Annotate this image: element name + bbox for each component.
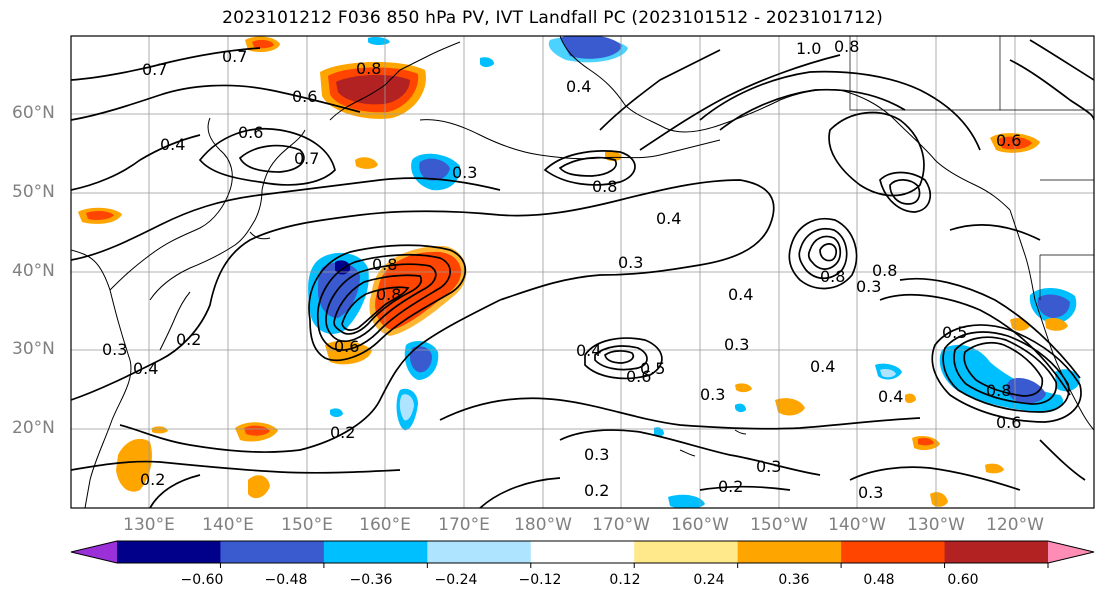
lon-label: 120°W xyxy=(986,515,1044,535)
contour-label: 0.4 xyxy=(810,357,835,376)
contour-label: 0.8 xyxy=(986,381,1011,400)
graticule xyxy=(71,36,1094,508)
aleutians xyxy=(419,119,721,160)
contour-label: 0.4 xyxy=(728,285,753,304)
contour-label: 0.8 xyxy=(376,285,401,304)
contour-label: 0.3 xyxy=(756,457,781,476)
coastlines xyxy=(71,36,1094,508)
colorbar-tick-label: 0.12 xyxy=(609,572,641,588)
colorbar-tick-label: −0.48 xyxy=(264,572,308,588)
contour-label: 0.6 xyxy=(238,123,263,142)
colorbar-tick-label: 0.36 xyxy=(778,572,810,588)
map-title: 2023101212 F036 850 hPa PV, IVT Landfall… xyxy=(222,8,883,28)
contour-label: 0.4 xyxy=(656,209,681,228)
contour-label: 0.3 xyxy=(584,445,609,464)
japan-coast xyxy=(149,189,263,301)
lon-label: 160°W xyxy=(671,515,729,535)
contour-label: 0.2 xyxy=(718,477,743,496)
na-coast xyxy=(1009,209,1094,431)
lon-label: 170°W xyxy=(592,515,650,535)
contour-label: 1.0 xyxy=(796,39,821,58)
contour-label: 0.3 xyxy=(858,483,883,502)
contour-label: 0.2 xyxy=(584,481,609,500)
lon-label: 140°W xyxy=(828,515,886,535)
colorbar-extend-max xyxy=(1048,541,1094,563)
contour-label: 0.8 xyxy=(592,177,617,196)
contour-label: 0.7 xyxy=(222,47,247,66)
contour-label: 0.8 xyxy=(820,267,845,286)
lat-label: 40°N xyxy=(12,261,55,281)
contour-label: 0.8 xyxy=(872,261,897,280)
lon-label: 160°E xyxy=(359,515,411,535)
colorbar-segment xyxy=(427,541,532,563)
contour-label: 0.5 xyxy=(942,323,967,342)
colorbar-segment xyxy=(944,541,1049,563)
lat-label: 30°N xyxy=(12,339,55,359)
contour-label: 0.6 xyxy=(292,87,317,106)
contour-label: 0.6 xyxy=(626,367,651,386)
colorbar-tick-label: 0.24 xyxy=(693,572,725,588)
lat-label: 20°N xyxy=(12,418,55,438)
contour-label: 0.2 xyxy=(176,330,201,349)
contour-label: 0.3 xyxy=(856,277,881,296)
colorbar-segment xyxy=(737,541,842,563)
contour-label: 0.3 xyxy=(452,163,477,182)
lon-label: 180°W xyxy=(514,515,572,535)
colorbar-tick-label: −0.12 xyxy=(518,572,562,588)
map-frame xyxy=(70,35,1095,509)
lon-label: 150°E xyxy=(281,515,333,535)
lon-label: 170°E xyxy=(438,515,490,535)
colorbar xyxy=(70,540,1095,568)
pv-contours xyxy=(71,39,1094,508)
lat-label: 60°N xyxy=(12,103,55,123)
colorbar-segment xyxy=(323,541,428,563)
contour-label: 0.7 xyxy=(142,60,167,79)
colorbar-tick-label: 0.48 xyxy=(863,572,895,588)
contour-label: 0.4 xyxy=(160,135,185,154)
contour-label: 0.4 xyxy=(133,359,158,378)
contour-label: 0.4 xyxy=(576,341,601,360)
colorbar-segment xyxy=(220,541,325,563)
contour-label: 0.3 xyxy=(700,385,725,404)
colorbar-tick-label: −0.60 xyxy=(180,572,224,588)
colorbar-extend-min xyxy=(71,541,117,563)
contour-label: 0.3 xyxy=(724,335,749,354)
contour-label: 0.6 xyxy=(334,337,359,356)
lon-label: 130°W xyxy=(907,515,965,535)
contour-label: 0.6 xyxy=(996,413,1021,432)
colorbar-tick-label: −0.36 xyxy=(349,572,393,588)
colorbar-tick-label: 0.60 xyxy=(947,572,979,588)
contour-label: 0.4 xyxy=(878,387,903,406)
contour-label: 0.6 xyxy=(996,131,1021,150)
lon-label: 140°E xyxy=(202,515,254,535)
contour-label: 0.4 xyxy=(566,77,591,96)
contour-label: 0.2 xyxy=(330,423,355,442)
contour-label: 0.3 xyxy=(102,340,127,359)
contour-label: 0.7 xyxy=(294,149,319,168)
alaska-coast xyxy=(559,36,1011,211)
colorbar-outline xyxy=(70,540,1095,564)
colorbar-segment xyxy=(634,541,739,563)
contour-labels: 0.7 0.7 0.8 0.6 0.4 0.6 0.7 0.8 0.3 0.4 … xyxy=(102,37,1021,502)
contour-label: 0.5 xyxy=(640,359,665,378)
lon-label: 130°E xyxy=(123,515,175,535)
colorbar-tick-label: −0.24 xyxy=(434,572,478,588)
lon-label: 150°W xyxy=(750,515,808,535)
colorbar-segment xyxy=(841,541,946,563)
lat-label: 50°N xyxy=(12,182,55,202)
asia-coast xyxy=(71,249,132,508)
contour-label: 0.2 xyxy=(140,470,165,489)
contour-label: 0.8 xyxy=(834,37,859,56)
contour-label: 0.8 xyxy=(372,255,397,274)
colorbar-segment xyxy=(117,541,221,563)
contour-label: 0.8 xyxy=(356,59,381,78)
colorbar-segment xyxy=(530,541,635,563)
contour-label: 0.3 xyxy=(618,253,643,272)
